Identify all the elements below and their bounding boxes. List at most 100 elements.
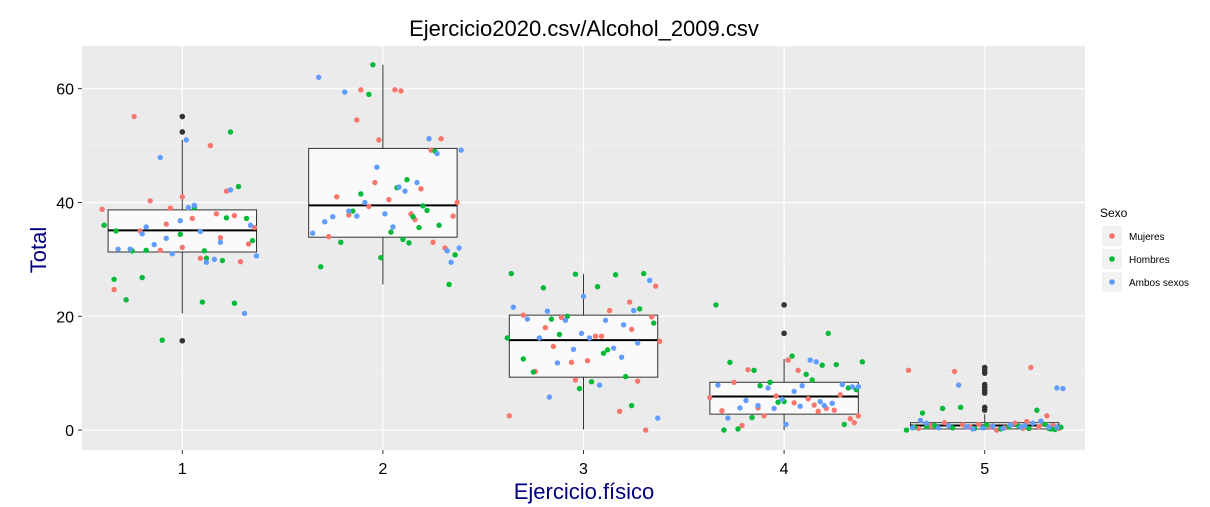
- data-point: [855, 413, 862, 419]
- data-point: [366, 91, 372, 98]
- data-point: [941, 419, 948, 426]
- data-point: [1042, 421, 1048, 428]
- data-point: [245, 241, 252, 247]
- legend-marker: [1109, 279, 1115, 285]
- data-point: [376, 137, 382, 143]
- data-point: [350, 208, 356, 214]
- data-point: [540, 285, 547, 291]
- data-point: [809, 377, 815, 383]
- data-point: [438, 136, 444, 142]
- data-point: [849, 384, 856, 390]
- data-point: [602, 317, 609, 323]
- data-point: [372, 179, 378, 186]
- data-point: [829, 400, 835, 407]
- data-point: [725, 415, 731, 421]
- data-point: [767, 379, 773, 385]
- box: [308, 147, 458, 238]
- data-point: [167, 205, 173, 211]
- data-point: [177, 231, 183, 238]
- data-point: [791, 400, 797, 406]
- y-tick-label: 40: [56, 195, 74, 212]
- data-point: [111, 286, 117, 293]
- data-point: [655, 415, 661, 421]
- data-point: [791, 388, 797, 395]
- data-point: [819, 362, 825, 368]
- data-point: [400, 236, 406, 243]
- data-point: [761, 413, 767, 419]
- data-point: [207, 142, 214, 149]
- data-point: [392, 87, 398, 93]
- data-point: [917, 417, 924, 424]
- data-point: [217, 235, 224, 241]
- data-point: [396, 184, 402, 190]
- data-point: [309, 230, 316, 236]
- data-point: [1030, 420, 1036, 426]
- x-tick-label: 3: [579, 461, 588, 478]
- data-point: [402, 188, 408, 194]
- y-axis-title: Total: [26, 227, 51, 273]
- data-point: [851, 419, 858, 426]
- data-point: [151, 241, 157, 248]
- data-point: [578, 330, 585, 337]
- data-point: [949, 425, 956, 431]
- data-point: [326, 233, 332, 240]
- data-point: [939, 405, 946, 412]
- data-point: [334, 194, 340, 200]
- data-point: [622, 373, 629, 380]
- data-point: [721, 427, 727, 433]
- data-point: [241, 310, 248, 317]
- data-point: [1028, 364, 1034, 371]
- data-point: [618, 354, 625, 360]
- data-point: [841, 421, 847, 428]
- data-point: [251, 224, 258, 231]
- data-point: [580, 293, 587, 300]
- data-point: [568, 359, 575, 366]
- data-point: [919, 410, 926, 416]
- data-point: [197, 255, 204, 261]
- data-point: [715, 382, 721, 388]
- data-point: [386, 196, 392, 203]
- data-point: [951, 368, 958, 375]
- data-point: [510, 304, 516, 310]
- data-point: [634, 378, 641, 384]
- data-point: [217, 239, 224, 246]
- legend-label: Hombres: [1129, 255, 1170, 266]
- data-point: [115, 246, 121, 252]
- y-tick-label: 60: [56, 82, 74, 99]
- outlier-point: [981, 364, 988, 371]
- data-point: [735, 426, 741, 432]
- data-point: [817, 398, 823, 405]
- outlier-point: [781, 302, 787, 308]
- data-point: [406, 240, 412, 246]
- data-point: [811, 402, 817, 408]
- boxplot: [308, 64, 458, 285]
- data-point: [213, 211, 220, 217]
- data-point: [235, 183, 242, 190]
- data-point: [382, 211, 388, 217]
- data-point: [524, 316, 531, 322]
- data-point: [642, 427, 649, 433]
- data-point: [388, 229, 394, 235]
- data-point: [628, 326, 635, 333]
- data-point: [815, 408, 821, 415]
- data-point: [779, 396, 785, 403]
- data-point: [616, 408, 623, 415]
- x-axis-title: Ejercicio.físico: [514, 479, 655, 504]
- chart-title: Ejercicio2020.csv/Alcohol_2009.csv: [409, 16, 759, 41]
- data-point: [855, 384, 862, 390]
- data-point: [131, 113, 137, 120]
- data-point: [859, 359, 866, 365]
- data-point: [955, 382, 962, 388]
- data-point: [139, 274, 145, 281]
- data-point: [572, 377, 579, 383]
- data-point: [805, 396, 811, 402]
- data-point: [358, 191, 364, 197]
- data-point: [243, 215, 250, 222]
- data-point: [719, 408, 725, 414]
- jitter-points: [99, 62, 1066, 433]
- data-point: [211, 256, 218, 263]
- data-point: [101, 222, 107, 228]
- data-point: [795, 367, 801, 374]
- data-point: [558, 314, 565, 321]
- data-point: [839, 381, 845, 388]
